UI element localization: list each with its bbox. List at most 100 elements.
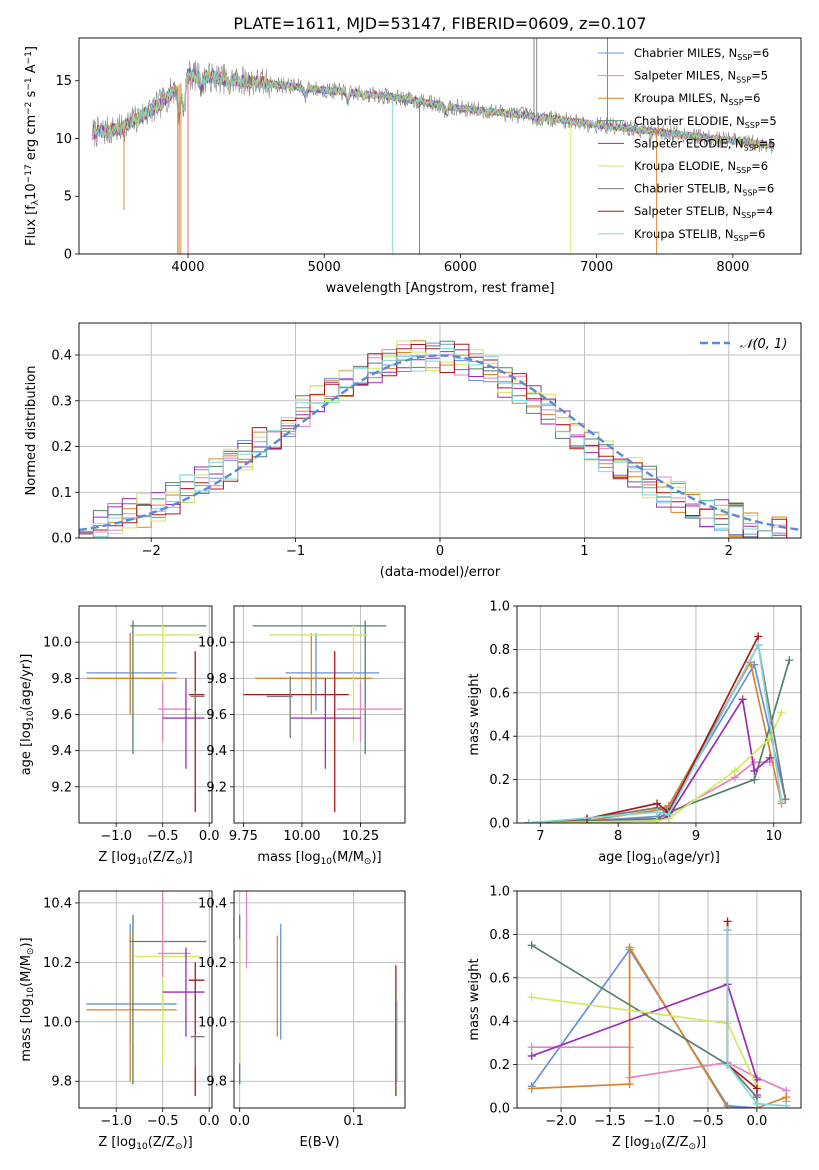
y-tick-label: 9.4 — [206, 744, 227, 759]
legend-tail: =4 — [756, 204, 773, 218]
series-point — [723, 926, 732, 935]
x-axis-label-part: (Z/Z — [148, 850, 175, 865]
series-line — [528, 711, 783, 823]
series-point — [738, 695, 747, 704]
legend-label: Chabrier STELIB, N — [634, 182, 742, 196]
x-axis-label: (data-model)/error — [380, 565, 501, 580]
x-tick-label: 0.0 — [199, 1114, 220, 1129]
y-tick-label: 10.0 — [198, 636, 227, 651]
series-point — [754, 632, 763, 641]
x-axis-label-part: (Z/Z — [661, 1135, 688, 1150]
series-point — [750, 758, 759, 767]
series-point — [653, 808, 662, 817]
x-axis-label-part: )] — [183, 1135, 193, 1150]
legend-sub: SSP — [736, 76, 751, 85]
y-axis-label-part: erg cm — [24, 115, 39, 164]
x-tick-label: 10 — [765, 829, 782, 844]
y-tick-label: 10.0 — [43, 1015, 72, 1030]
x-axis-label-part: 10 — [650, 1142, 662, 1152]
y-tick-label: 9.2 — [51, 780, 72, 795]
x-tick-label: 9 — [692, 829, 700, 844]
y-axis-label: Flux [fλ10−17 erg cm−2 s−1 A−1] — [24, 46, 41, 246]
x-axis-label-part: ⊙ — [688, 1142, 696, 1152]
legend-label: Salpeter ELODIE, N — [634, 136, 744, 150]
series-point — [750, 766, 759, 775]
legend-sub: SSP — [729, 98, 744, 107]
y-tick-label: 9.4 — [51, 744, 72, 759]
x-axis-label: E(B-V) — [299, 1135, 339, 1150]
legend-sub: SSP — [741, 211, 756, 220]
x-axis-label-part: (Z/Z — [148, 1135, 175, 1150]
x-tick-label: 7000 — [580, 260, 613, 275]
spectrum-line — [92, 69, 774, 150]
x-tick-label: 0.0 — [747, 1114, 768, 1129]
x-axis-label-part: )] — [696, 1135, 706, 1150]
legend-label: Kroupa ELODIE, N — [634, 159, 736, 173]
legend-entry: Salpeter STELIB, NSSP=4 — [634, 204, 773, 220]
x-axis-label-part: age [log — [598, 850, 651, 865]
y-tick-label: 10.0 — [43, 636, 72, 651]
legend-entry: Chabrier MILES, NSSP=6 — [634, 46, 769, 62]
series-point — [625, 1080, 634, 1089]
legend-label: Chabrier MILES, N — [634, 46, 737, 60]
series-point — [653, 799, 662, 808]
legend-sub: SSP — [742, 189, 757, 198]
legend-entry: Salpeter ELODIE, NSSP=5 — [634, 136, 776, 152]
y-tick-label: 1.0 — [489, 885, 510, 900]
x-axis-label-part: Z [log — [612, 1135, 650, 1150]
gaussian-curve — [79, 354, 801, 532]
y-tick-label: 0.3 — [51, 394, 72, 409]
legend-tail: =6 — [751, 159, 768, 173]
spectrum-line — [92, 70, 774, 150]
y-tick-label: 10 — [55, 132, 72, 147]
y-tick-label: 0.2 — [489, 1058, 510, 1073]
x-tick-label: −0.5 — [147, 1114, 179, 1129]
series-point — [723, 917, 732, 926]
x-axis-label-part: ⊙ — [175, 857, 183, 867]
legend-label: Chabrier ELODIE, N — [634, 114, 745, 128]
y-axis-label-part: −1 — [24, 51, 34, 64]
series-point — [752, 1099, 761, 1108]
x-axis-label-part: )] — [371, 850, 381, 865]
series-line — [528, 662, 787, 823]
panel-mass-vs-ebv: 0.0 0.1 9.8 10.0 10.2 10.4 E(B-V) — [198, 890, 406, 1150]
x-axis-label: wavelength [Angstrom, rest frame] — [326, 281, 555, 296]
x-tick-label: 0.0 — [199, 829, 220, 844]
x-axis-label: Z [log10(Z/Z⊙)] — [98, 1135, 192, 1152]
y-axis-label-part: −17 — [24, 164, 34, 183]
series-point — [527, 941, 536, 950]
series-line — [528, 660, 783, 823]
axes-frame — [78, 322, 802, 539]
axes-frame — [516, 890, 802, 1109]
y-tick-label: 9.8 — [206, 672, 227, 687]
x-tick-label: 4000 — [171, 260, 204, 275]
y-axis-label-part: 10 — [26, 987, 36, 999]
x-tick-label: −2.0 — [545, 1114, 577, 1129]
y-tick-label: 0.6 — [489, 686, 510, 701]
axes-frame — [78, 37, 802, 255]
y-tick-label: 9.8 — [51, 1075, 72, 1090]
y-axis-label: Normed distribution — [24, 366, 39, 496]
x-tick-label: 9.75 — [229, 829, 258, 844]
series-point — [653, 816, 662, 823]
y-tick-label: 5 — [64, 190, 72, 205]
series-line — [531, 948, 758, 1108]
y-tick-label: 10.4 — [43, 896, 72, 911]
plot-area — [527, 917, 791, 1108]
axes-frame — [233, 890, 406, 1109]
y-tick-label: 1.0 — [489, 600, 510, 615]
legend-entry: Chabrier STELIB, NSSP=6 — [634, 182, 774, 198]
x-tick-label: 5000 — [308, 260, 341, 275]
legend-label: Salpeter MILES, N — [634, 69, 736, 83]
x-tick-label: −0.5 — [692, 1114, 724, 1129]
x-tick-label: −0.5 — [147, 829, 179, 844]
x-axis-label: Z [log10(Z/Z⊙)] — [612, 1135, 706, 1152]
series-point — [752, 1084, 761, 1093]
y-tick-label: 10.2 — [43, 956, 72, 971]
axes-frame — [78, 890, 213, 1109]
x-axis-label: Z [log10(Z/Z⊙)] — [98, 850, 192, 867]
panel-residual-histogram: −2 −1 0 1 2 0.0 0.1 0.2 0.3 0.4 (data-model)/error… — [24, 322, 802, 580]
histogram-series — [79, 348, 801, 538]
legend-sub: SSP — [734, 234, 749, 243]
